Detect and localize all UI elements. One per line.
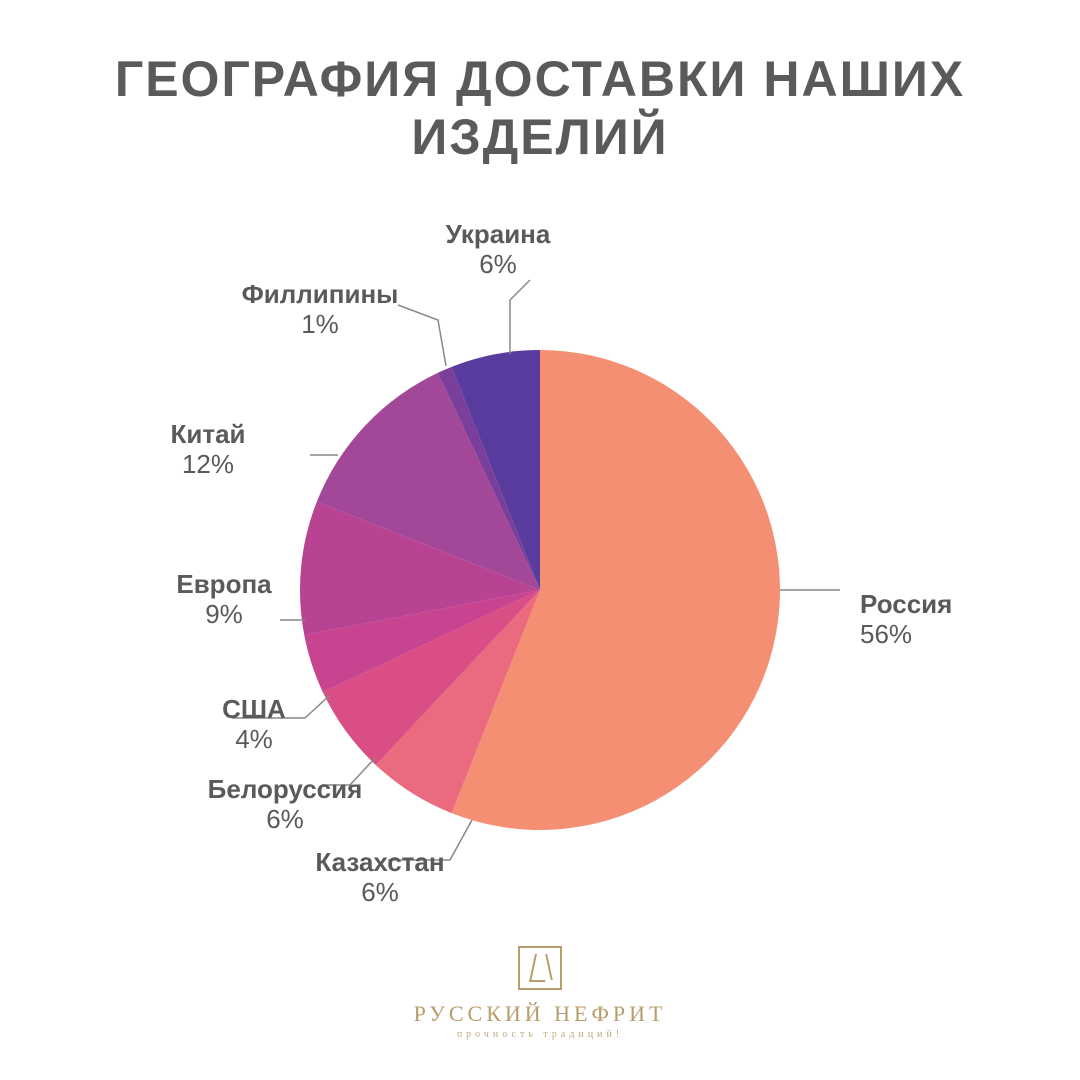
pie-label: Россия56% <box>860 590 1060 650</box>
pie-label-name: Белоруссия <box>195 775 375 805</box>
brand-subtitle: прочность традиций! <box>0 1029 1080 1040</box>
chart-title: ГЕОГРАФИЯ ДОСТАВКИ НАШИХ ИЗДЕЛИЙ <box>0 50 1080 166</box>
pie-label: Филлипины1% <box>230 280 410 340</box>
pie-label-name: Китай <box>118 420 298 450</box>
pie-label-name: США <box>164 695 344 725</box>
pie-label-percent: 6% <box>408 250 588 280</box>
pie-label-percent: 6% <box>290 878 470 908</box>
brand-name: РУССКИЙ НЕФРИТ <box>414 1001 667 1026</box>
pie-chart: Россия56%Казахстан6%Белоруссия6%США4%Евр… <box>140 220 940 920</box>
pie-label: Казахстан6% <box>290 848 470 908</box>
pie-label: Украина6% <box>408 220 588 280</box>
pie-label-percent: 12% <box>118 450 298 480</box>
pie-label-name: Казахстан <box>290 848 470 878</box>
pie-label-percent: 4% <box>164 725 344 755</box>
page: ГЕОГРАФИЯ ДОСТАВКИ НАШИХ ИЗДЕЛИЙ Россия5… <box>0 0 1080 1080</box>
pie-label: Европа9% <box>134 570 314 630</box>
pie-label-name: Филлипины <box>230 280 410 310</box>
pie-label-percent: 9% <box>134 600 314 630</box>
pie-label-name: Европа <box>134 570 314 600</box>
pie-label-percent: 1% <box>230 310 410 340</box>
pie-label-percent: 6% <box>195 805 375 835</box>
brand-logo-icon <box>518 946 562 990</box>
pie-label: Белоруссия6% <box>195 775 375 835</box>
pie-label-name: Россия <box>860 590 1060 620</box>
brand-block: РУССКИЙ НЕФРИТ прочность традиций! <box>0 946 1080 1040</box>
pie-label-name: Украина <box>408 220 588 250</box>
pie-label-percent: 56% <box>860 620 1060 650</box>
pie-label: Китай12% <box>118 420 298 480</box>
leader-line <box>510 280 530 354</box>
pie-label: США4% <box>164 695 344 755</box>
